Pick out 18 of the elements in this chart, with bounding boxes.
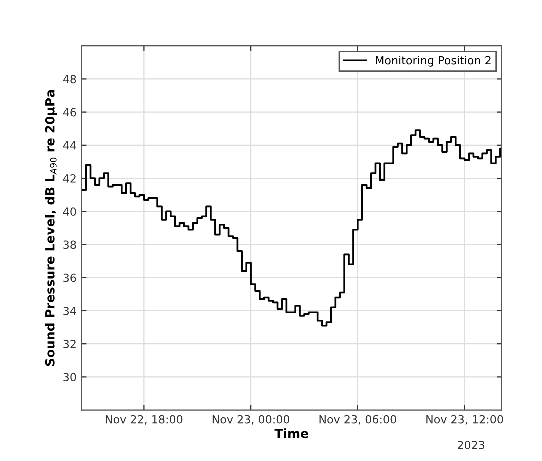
x-tick-label: Nov 23, 00:00 bbox=[212, 415, 290, 425]
y-tick-label: 46 bbox=[63, 108, 76, 117]
y-axis-title: Sound Pressure Level, dB L$_{A90}$ re 20μPa bbox=[45, 90, 58, 366]
y-tick-label: 34 bbox=[64, 306, 76, 316]
x-axis-title: Time bbox=[274, 428, 308, 438]
x-tick-label: Nov 23, 12:00 bbox=[426, 415, 504, 425]
x-tick-label: Nov 23, 06:00 bbox=[320, 415, 396, 425]
y-tick-label: 42 bbox=[63, 174, 76, 183]
legend-label: Monitoring Position 2 bbox=[376, 56, 491, 67]
y-tick-label: 30 bbox=[64, 373, 76, 382]
y-tick-label: 48 bbox=[63, 75, 76, 84]
y-tick-label: 40 bbox=[63, 208, 76, 216]
y-tick-label: 44 bbox=[63, 142, 76, 150]
y-tick-label: 36 bbox=[64, 274, 76, 282]
x-tick-label: Nov 22, 18:00 bbox=[106, 415, 183, 425]
y-tick-label: 32 bbox=[64, 340, 76, 348]
y-tick-label: 38 bbox=[64, 240, 76, 250]
text: 2023 bbox=[458, 441, 485, 450]
